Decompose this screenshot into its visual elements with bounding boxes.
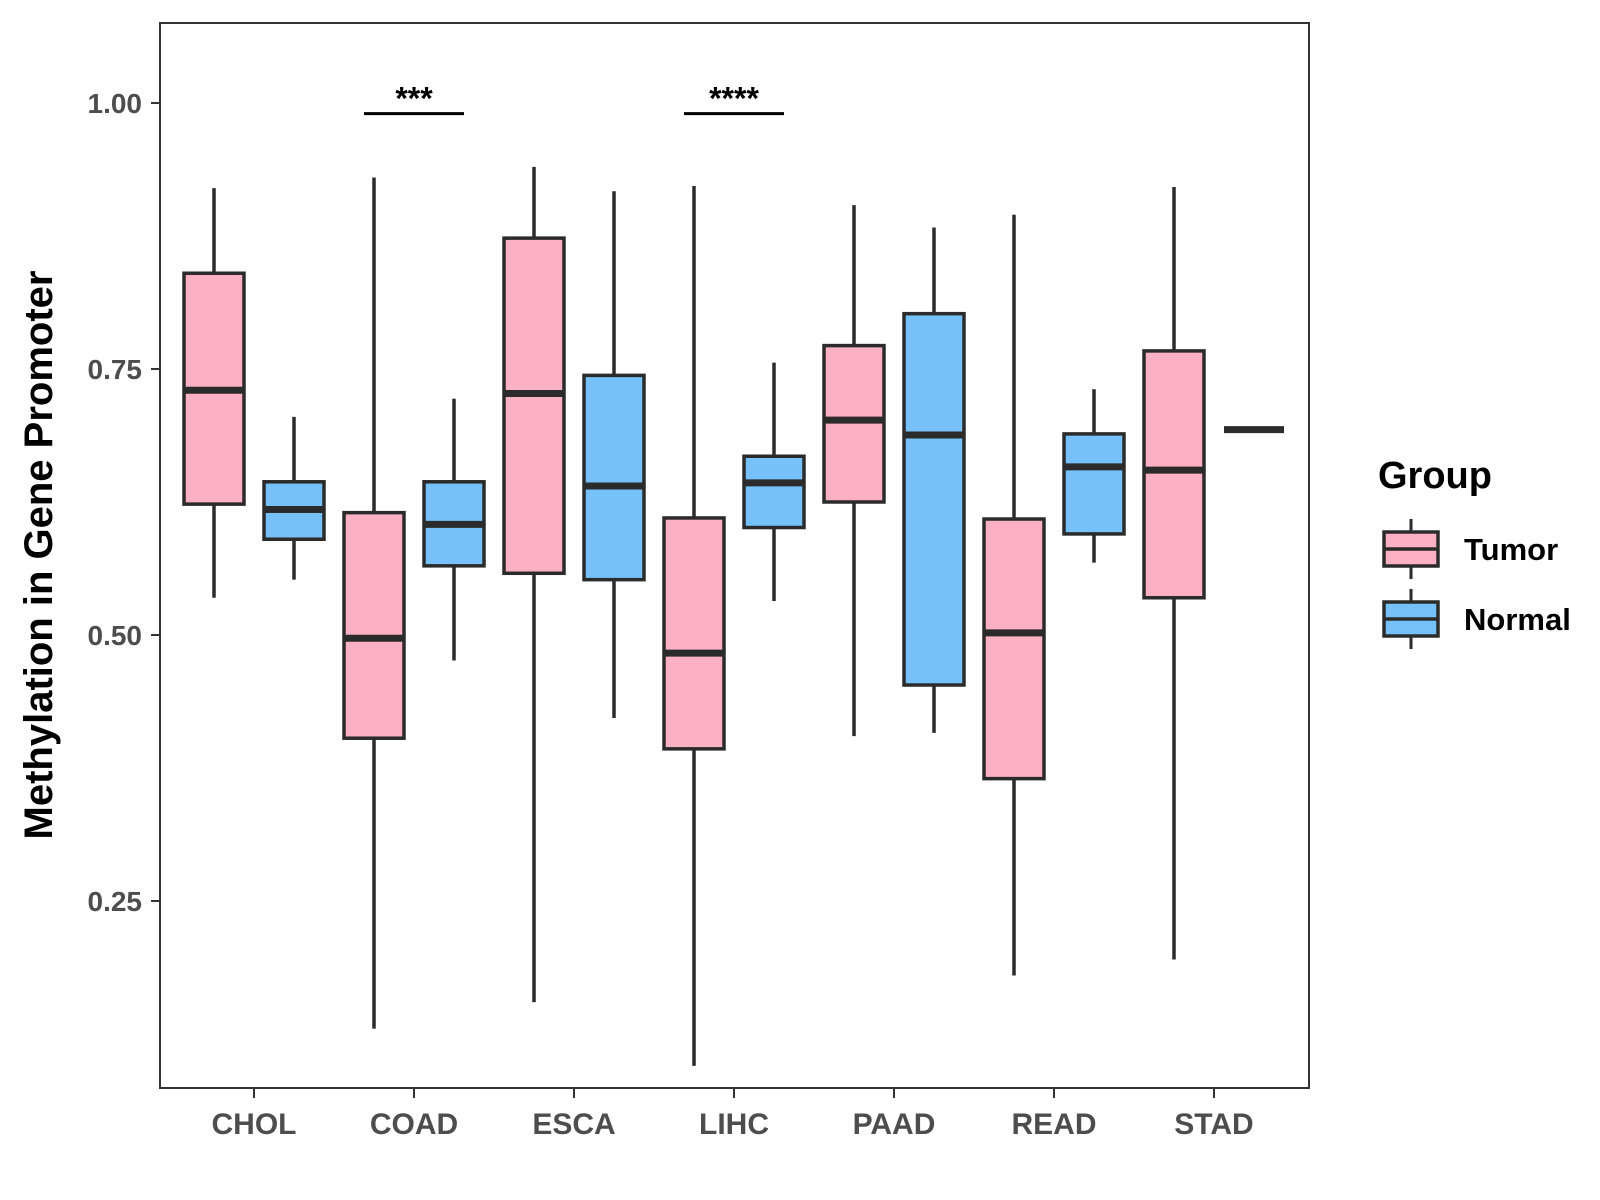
box-body	[582, 373, 646, 582]
legend: Group Tumor Normal	[1378, 455, 1571, 649]
box-body	[662, 516, 726, 751]
box-body	[902, 311, 966, 687]
legend-title: Group	[1378, 455, 1492, 497]
x-tick-label-stad: STAD	[1174, 1108, 1253, 1141]
y-axis-title: Methylation in Gene Promoter	[17, 271, 61, 840]
box-tumor-lihc	[662, 185, 726, 1066]
box-tumor-esca	[502, 166, 566, 1003]
box-normal-esca	[582, 191, 646, 718]
box-body	[982, 517, 1046, 781]
box-body	[502, 236, 566, 576]
legend-item-normal: Normal	[1382, 589, 1571, 649]
y-tick-label: 1.00	[88, 88, 143, 119]
box-tumor-paad	[822, 205, 886, 737]
significance-lihc: ****	[684, 81, 784, 117]
axes: 0.25 0.50 0.75 1.00 CHOL COAD ESCA LIHC PAAD READ…	[88, 88, 1254, 1141]
legend-label: Normal	[1464, 602, 1571, 637]
box-body	[1142, 349, 1206, 600]
box-tumor-read	[982, 214, 1046, 976]
x-tick-label-paad: PAAD	[853, 1108, 936, 1141]
box-tumor-chol	[182, 188, 246, 598]
x-tick-label-esca: ESCA	[532, 1108, 615, 1141]
box-tumor-stad	[1142, 187, 1206, 960]
box-body	[342, 510, 406, 740]
significance-coad: ***	[364, 81, 464, 117]
box-tumor-coad	[342, 177, 406, 1029]
x-tick-label-coad: COAD	[370, 1108, 458, 1141]
y-tick-label: 0.25	[88, 886, 143, 917]
box-body	[822, 343, 886, 504]
significance-label: ****	[709, 81, 759, 117]
x-tick-label-chol: CHOL	[212, 1108, 297, 1141]
box-normal-coad	[422, 398, 486, 661]
box-normal-chol	[262, 416, 326, 580]
y-tick-label: 0.75	[88, 354, 143, 385]
legend-item-tumor: Tumor	[1382, 519, 1558, 579]
box-body	[742, 454, 806, 530]
box-body	[1062, 432, 1126, 536]
box-normal-read	[1062, 389, 1126, 563]
x-tick-label-read: READ	[1011, 1108, 1096, 1141]
y-tick-label: 0.50	[88, 620, 143, 651]
box-normal-lihc	[742, 362, 806, 601]
plot-area: *** ****	[182, 81, 1284, 1066]
box-normal-paad	[902, 227, 966, 733]
x-tick-label-lihc: LIHC	[699, 1108, 769, 1141]
significance-label: ***	[395, 81, 433, 117]
legend-label: Tumor	[1464, 532, 1558, 567]
